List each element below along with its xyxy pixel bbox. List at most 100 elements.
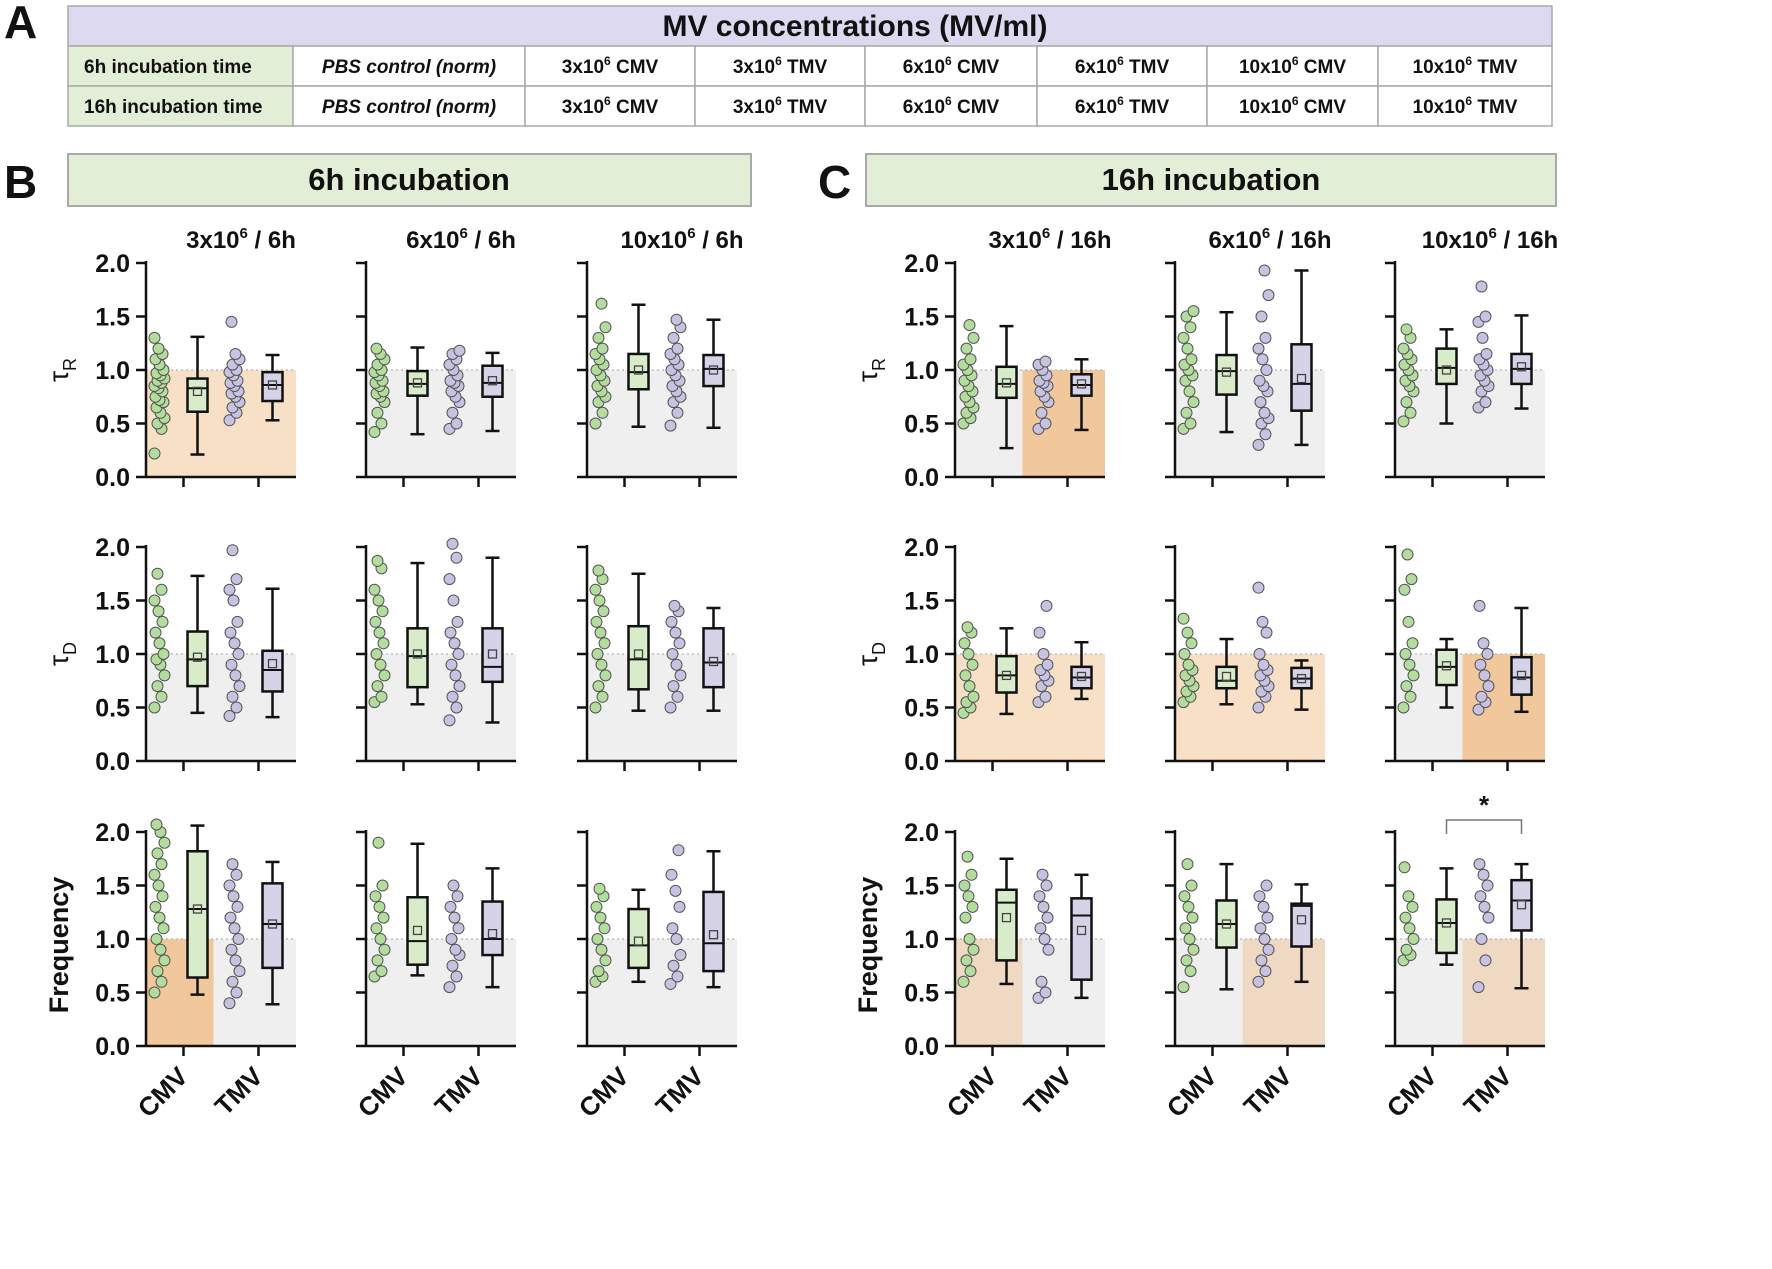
conc-base: 10x10 [1239, 57, 1292, 78]
tmv-point [671, 406, 684, 419]
tmv-point [664, 977, 677, 990]
subplot [1385, 261, 1545, 487]
column-title-suffix: / 6h [696, 227, 744, 254]
cmv-point [964, 353, 977, 366]
cmv-box [995, 888, 1018, 962]
tmv-point [674, 949, 687, 962]
conc-base: 10x10 [1239, 97, 1292, 118]
tmv-point [1259, 428, 1272, 441]
cmv-point [595, 658, 608, 671]
tmv-point [1040, 879, 1053, 892]
conc-type: CMV [1299, 97, 1347, 118]
tmv-point [226, 858, 239, 871]
tmv-point [1473, 858, 1486, 871]
tmv-mean [1076, 671, 1087, 682]
x-tick-label: CMV [352, 1061, 415, 1124]
y-tick-label: 1.0 [904, 357, 939, 385]
cmv-box [406, 896, 429, 966]
concentration-label: 10x106 CMV [1239, 54, 1346, 78]
cmv-box [1435, 898, 1458, 955]
tmv-point [1039, 690, 1052, 703]
cmv-point [1403, 658, 1416, 671]
conc-exp: 6 [945, 94, 952, 108]
y-tick-label: 2.0 [95, 534, 130, 562]
tmv-point [444, 900, 457, 913]
tmv-point [1257, 658, 1270, 671]
subplot: 0.0 0.5 1.0 1.5 2.0 [904, 534, 1105, 776]
subplot: CMV TMV * [1381, 790, 1545, 1123]
panel-letter-c: C [818, 156, 851, 208]
concentration-label: 3x106 TMV [733, 54, 828, 78]
tmv-point [1252, 342, 1265, 355]
cmv-point [1180, 954, 1193, 967]
tmv-point [452, 648, 465, 660]
y-tick-label: 0.5 [95, 411, 130, 439]
cmv-mean [412, 378, 423, 388]
tmv-point [226, 690, 239, 703]
cmv-point [966, 658, 979, 671]
column-title-suffix: / 6h [248, 227, 296, 254]
conc-exp: 6 [1117, 54, 1124, 68]
tmv-point [1252, 581, 1265, 594]
concentration-label: 6x106 CMV [903, 54, 1000, 78]
cmv-point [965, 868, 978, 881]
tmv-point [231, 615, 244, 628]
tmv-point [667, 959, 680, 972]
tmv-point [664, 701, 677, 714]
row-label-cell [67, 45, 294, 87]
cmv-point [1183, 385, 1196, 398]
column-title-suffix: / 16h [1497, 227, 1558, 254]
cmv-point [368, 426, 381, 439]
cmv-point [1181, 858, 1194, 871]
y-tick-label: 1.5 [904, 304, 939, 332]
conc-exp: 6 [1465, 54, 1472, 68]
concentration-label: 6x106 TMV [1075, 54, 1170, 78]
tmv-point [1475, 280, 1488, 293]
tmv-point [230, 701, 243, 714]
cmv-point [369, 615, 382, 628]
cmv-point [148, 594, 161, 607]
column-title-exp: 6 [1042, 225, 1050, 242]
x-tick-label: CMV [1161, 1061, 1224, 1124]
subplot: CMV TMV [1161, 830, 1325, 1123]
tmv-point [229, 669, 242, 682]
cmv-point [378, 669, 391, 682]
column-title: 10x106 / 6h [620, 225, 743, 254]
tmv-point [228, 922, 241, 935]
tmv-point [1473, 599, 1486, 612]
y-axis-label-sub: R [60, 358, 80, 371]
cmv-point [1182, 900, 1195, 913]
x-tick-label: TMV [1458, 1061, 1518, 1121]
concentration-cell [864, 45, 1038, 87]
cmv-mean [1001, 670, 1012, 681]
cmv-point [589, 583, 602, 596]
tmv-point [1478, 900, 1491, 913]
cmv-point [1185, 353, 1198, 366]
tmv-point [1033, 626, 1046, 639]
cmv-point [1181, 342, 1194, 355]
column-title-exp: 6 [687, 225, 695, 242]
tmv-point [1258, 264, 1271, 277]
concentration-cell [1206, 85, 1379, 127]
tmv-point [1255, 954, 1268, 967]
tmv-box [1510, 878, 1533, 932]
tmv-point [1037, 648, 1050, 660]
tmv-point [666, 922, 679, 935]
tmv-box [261, 882, 284, 970]
tmv-point [673, 900, 686, 913]
cmv-mean [1221, 919, 1232, 929]
conc-exp: 6 [1292, 54, 1299, 68]
conc-base: 6x10 [903, 97, 945, 118]
tmv-point [449, 943, 462, 956]
tmv-box [702, 353, 725, 388]
cmv-point [1187, 396, 1200, 409]
tmv-box [481, 364, 504, 399]
y-tick-label: 2.0 [904, 534, 939, 562]
tmv-mean [1296, 915, 1307, 925]
cmv-point [148, 986, 161, 999]
conc-base: 6x10 [903, 57, 945, 78]
cmv-point [153, 911, 166, 924]
cmv-point [1185, 637, 1198, 650]
tmv-point [1253, 374, 1266, 387]
